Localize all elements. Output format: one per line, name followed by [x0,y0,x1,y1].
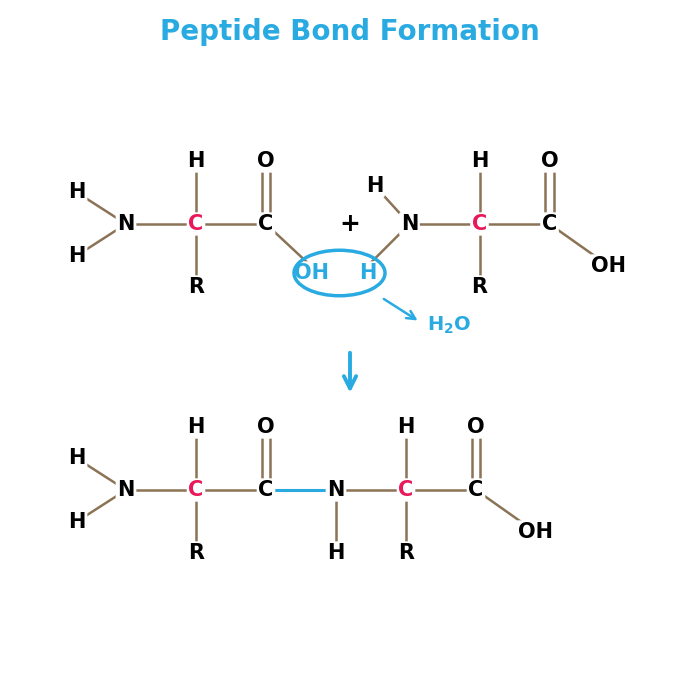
Text: $\mathregular{H_2O}$: $\mathregular{H_2O}$ [427,315,471,336]
Text: H: H [328,543,344,563]
Text: C: C [398,480,414,500]
Text: H: H [69,246,85,265]
Text: C: C [188,480,204,500]
Text: C: C [258,480,274,500]
Text: N: N [401,214,418,234]
Text: C: C [258,214,274,234]
Text: C: C [188,214,204,234]
Text: H: H [188,151,204,171]
Text: H: H [69,183,85,202]
Text: O: O [257,417,275,437]
Text: Peptide Bond Formation: Peptide Bond Formation [160,18,540,46]
Text: C: C [472,214,487,234]
Text: R: R [188,543,204,563]
Text: H: H [398,417,414,437]
Text: O: O [467,417,485,437]
Text: C: C [542,214,557,234]
Text: N: N [118,214,134,234]
Text: H: H [359,263,376,283]
Text: H: H [69,449,85,468]
Text: +: + [340,212,360,236]
Text: R: R [398,543,414,563]
Text: H: H [69,512,85,531]
Text: O: O [257,151,275,171]
Text: R: R [188,277,204,297]
Text: R: R [472,277,487,297]
Text: C: C [468,480,484,500]
Text: H: H [188,417,204,437]
Text: N: N [328,480,344,500]
Text: OH: OH [518,522,553,542]
Text: OH: OH [592,256,626,276]
Text: O: O [540,151,559,171]
Text: H: H [471,151,488,171]
Text: H: H [366,176,383,195]
Text: N: N [118,480,134,500]
Text: OH: OH [294,263,329,283]
